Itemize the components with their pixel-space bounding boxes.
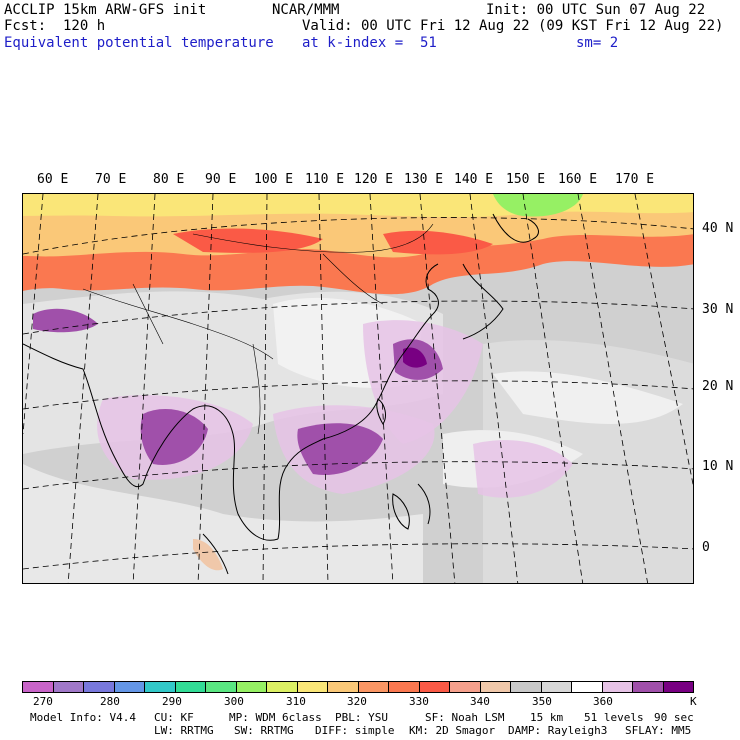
levels: 51 levels	[584, 711, 644, 724]
sf-scheme: SF: Noah LSM	[425, 711, 505, 724]
lat-label: 20 N	[702, 379, 734, 394]
colorbar-swatch	[114, 682, 145, 692]
colorbar-swatch	[541, 682, 572, 692]
pbl-scheme: PBL: YSU	[335, 711, 388, 724]
colorbar-swatch	[175, 682, 206, 692]
lon-label: 60 E	[37, 172, 69, 187]
model-title: ACCLIP 15km ARW-GFS init	[4, 2, 207, 18]
lon-label: 160 E	[558, 172, 598, 187]
lat-label: 30 N	[702, 302, 734, 317]
lon-label: 100 E	[254, 172, 294, 187]
lon-label: 130 E	[404, 172, 444, 187]
colorbar-swatch	[23, 682, 54, 692]
lat-label: 10 N	[702, 459, 734, 474]
colorbar-swatch	[84, 682, 115, 692]
colorbar-swatch	[328, 682, 359, 692]
colorbar-tick: 300	[224, 695, 244, 708]
org-label: NCAR/MMM	[272, 2, 340, 18]
colorbar-swatch	[633, 682, 664, 692]
theta-e-map	[22, 193, 694, 584]
colorbar-tick: 270	[33, 695, 53, 708]
colorbar-swatch	[602, 682, 633, 692]
colorbar-swatch	[206, 682, 237, 692]
km-scheme: KM: 2D Smagor	[409, 724, 496, 737]
forecast-hour: Fcst: 120 h	[4, 18, 106, 34]
colorbar-swatch	[297, 682, 328, 692]
colorbar-tick: 340	[470, 695, 490, 708]
colorbar-tick: 280	[100, 695, 120, 708]
valid-time: Valid: 00 UTC Fri 12 Aug 22 (09 KST Fri …	[302, 18, 724, 34]
lat-label: 0	[702, 540, 710, 555]
sw-scheme: SW: RRTMG	[234, 724, 294, 737]
colorbar-swatch	[236, 682, 267, 692]
colorbar-tick: 290	[162, 695, 182, 708]
lon-label: 170 E	[615, 172, 655, 187]
smoothing-label: sm= 2	[576, 35, 619, 51]
colorbar-swatch	[572, 682, 603, 692]
mp-scheme: MP: WDM 6class	[229, 711, 322, 724]
diff-scheme: DIFF: simple	[315, 724, 395, 737]
damp-scheme: DAMP: Rayleigh3	[508, 724, 608, 737]
lon-label: 120 E	[354, 172, 394, 187]
colorbar-swatch	[389, 682, 420, 692]
lw-scheme: LW: RRTMG	[154, 724, 214, 737]
sflay-scheme: SFLAY: MM5	[625, 724, 692, 737]
colorbar-unit: K	[690, 695, 697, 708]
lon-label: 70 E	[95, 172, 127, 187]
colorbar-swatch	[53, 682, 84, 692]
cu-scheme: CU: KF	[154, 711, 194, 724]
lon-label: 80 E	[153, 172, 185, 187]
field-name: Equivalent potential temperature	[4, 35, 274, 51]
map-field-svg	[23, 194, 693, 583]
model-info: Model Info: V4.4	[30, 711, 136, 724]
lon-label: 110 E	[305, 172, 345, 187]
colorbar-tick: 310	[286, 695, 306, 708]
colorbar	[22, 681, 694, 693]
colorbar-swatch	[267, 682, 298, 692]
colorbar-swatch	[480, 682, 511, 692]
lon-label: 90 E	[205, 172, 237, 187]
resolution: 15 km	[530, 711, 564, 724]
colorbar-tick: 320	[347, 695, 367, 708]
colorbar-swatch	[145, 682, 176, 692]
lon-label: 140 E	[454, 172, 494, 187]
lat-label: 40 N	[702, 221, 734, 236]
colorbar-swatch	[663, 682, 693, 692]
colorbar-tick: 360	[593, 695, 613, 708]
colorbar-swatch	[419, 682, 450, 692]
init-time: Init: 00 UTC Sun 07 Aug 22	[486, 2, 706, 18]
timestep: 90 sec	[654, 711, 694, 724]
colorbar-swatch	[450, 682, 481, 692]
lon-label: 150 E	[506, 172, 546, 187]
level-label: at k-index = 51	[302, 35, 437, 51]
colorbar-swatch	[358, 682, 389, 692]
colorbar-tick: 330	[409, 695, 429, 708]
colorbar-tick: 350	[532, 695, 552, 708]
colorbar-swatch	[511, 682, 542, 692]
